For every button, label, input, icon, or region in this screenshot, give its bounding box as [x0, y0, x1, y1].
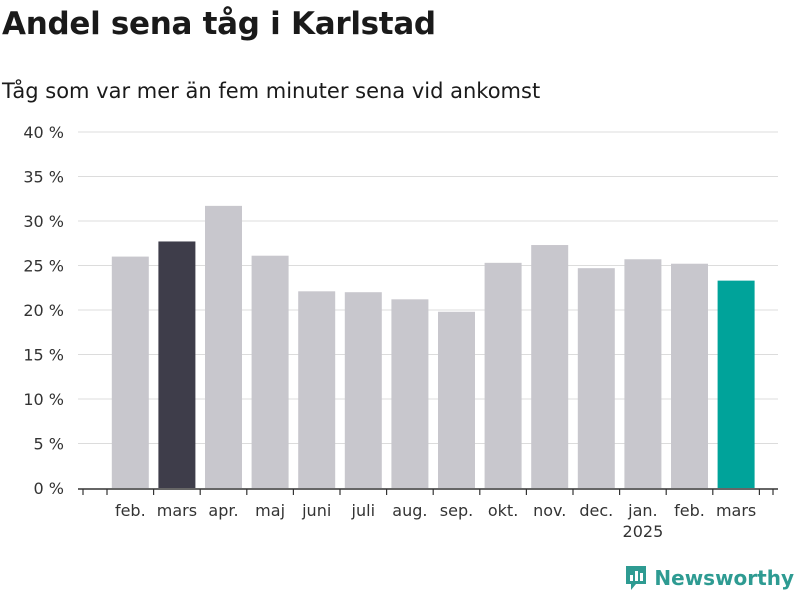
y-tick-label: 35 %: [23, 168, 64, 187]
bar: [484, 262, 522, 488]
newsworthy-icon: [626, 566, 647, 590]
x-tick-label: nov.: [533, 501, 566, 520]
y-tick-label: 15 %: [23, 346, 64, 365]
bar: [671, 263, 708, 488]
bar: [438, 311, 475, 488]
y-tick-label: 5 %: [34, 435, 64, 454]
x-tick-label: okt.: [488, 501, 518, 520]
y-tick-label: 10 %: [23, 390, 64, 409]
y-tick-label: 30 %: [23, 212, 64, 231]
chart-subtitle: Tåg som var mer än fem minuter sena vid …: [2, 79, 541, 103]
bar: [111, 256, 149, 488]
y-tick-label: 0 %: [34, 479, 64, 498]
x-tick-label: apr.: [208, 501, 238, 520]
x-tick-label: mars: [716, 501, 756, 520]
y-tick-label: 20 %: [23, 301, 64, 320]
bar: [624, 259, 662, 488]
bar: [531, 245, 569, 488]
chart-title: Andel sena tåg i Karlstad: [2, 6, 436, 42]
x-tick-label: dec.: [579, 501, 613, 520]
x-tick-label: feb.: [115, 501, 146, 520]
x-tick-label: maj: [255, 501, 285, 520]
x-tick-label: sep.: [440, 501, 473, 520]
bar: [251, 255, 289, 488]
x-tick-label: mars: [157, 501, 197, 520]
y-tick-label: 40 %: [23, 123, 64, 142]
brand-name: Newsworthy: [654, 566, 794, 590]
brand-logo: Newsworthy: [624, 564, 794, 592]
x-tick-label: feb.: [674, 501, 705, 520]
x-tick-label: jan.: [627, 501, 657, 520]
x-tick-label: juli: [351, 501, 375, 520]
bar: [205, 205, 242, 488]
bar-chart: 0 % 5 % 10 % 15 % 20 % 25 % 30 % 35 % 40 % feb. ma…: [23, 123, 778, 541]
y-tick-label: 25 %: [23, 257, 64, 276]
x-tick-label: aug.: [392, 501, 427, 520]
x-tick-label: juni: [301, 501, 331, 520]
bar: [298, 291, 336, 488]
bar: [391, 299, 429, 488]
bar: [577, 268, 615, 488]
bar: [717, 280, 755, 488]
x-year-label: 2025: [623, 522, 664, 541]
bar: [158, 241, 196, 488]
bar: [344, 292, 382, 488]
